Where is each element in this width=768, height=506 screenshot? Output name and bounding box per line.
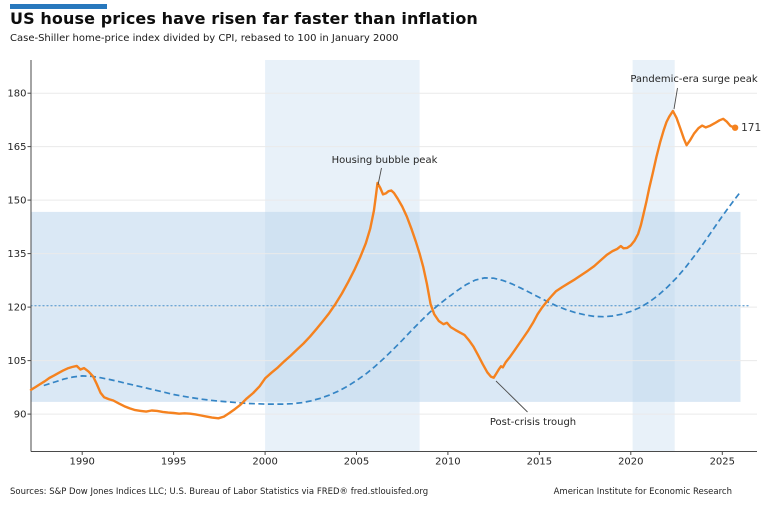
- y-tick-label: 150: [7, 196, 26, 207]
- page-title: US house prices have risen far faster th…: [10, 9, 478, 28]
- annotation-pandemic-surge-peak: Pandemic-era surge peak: [630, 74, 758, 110]
- x-tick-label: 1995: [161, 457, 186, 468]
- y-tick-label: 180: [7, 89, 26, 100]
- x-tick-label: 2020: [618, 457, 643, 468]
- shaded-bands: [31, 60, 741, 452]
- x-tick-label: 1990: [69, 457, 94, 468]
- gridlines: [31, 92, 757, 415]
- annotation-text: Pandemic-era surge peak: [630, 74, 758, 85]
- annotation-leader-line: [377, 167, 382, 186]
- x-axis-tick-labels: 1990 1995 2000 2005 2010 2015 2020 2025: [69, 457, 735, 468]
- x-tick-label: 2025: [710, 457, 735, 468]
- y-tick-label: 105: [7, 356, 26, 367]
- y-axis-tick-labels: 90 105 120 135 150 165 180: [7, 89, 26, 421]
- chart-subtitle: Case-Shiller home-price index divided by…: [10, 33, 399, 44]
- sources-credit: Sources: S&P Dow Jones Indices LLC; U.S.…: [10, 487, 429, 497]
- y-tick-label: 90: [14, 410, 27, 421]
- annotation-post-crisis-trough: Post-crisis trough: [490, 380, 576, 428]
- publisher-credit: American Institute for Economic Research: [553, 487, 732, 497]
- x-tick-label: 2015: [527, 457, 552, 468]
- tick-marks: [27, 92, 723, 455]
- annotation-housing-bubble-peak: Housing bubble peak: [332, 155, 438, 186]
- annotation-leader-line: [495, 380, 528, 413]
- y-tick-label: 165: [7, 142, 26, 153]
- x-tick-label: 2010: [435, 457, 460, 468]
- x-tick-label: 2000: [252, 457, 277, 468]
- end-value-label: 171: [741, 122, 761, 134]
- x-tick-label: 2005: [344, 457, 369, 468]
- case-shiller-cpi-line: [29, 109, 737, 420]
- axes: 90 105 120 135 150 165 180 1990 1995 200…: [7, 60, 757, 468]
- y-tick-label: 120: [7, 303, 26, 314]
- series-end-dot: [731, 124, 739, 131]
- annotation-text: Post-crisis trough: [490, 417, 576, 428]
- annotation-text: Housing bubble peak: [332, 155, 438, 166]
- y-tick-label: 135: [7, 249, 26, 260]
- annotation-leader-line: [673, 87, 678, 110]
- title-accent-bar: [10, 4, 107, 9]
